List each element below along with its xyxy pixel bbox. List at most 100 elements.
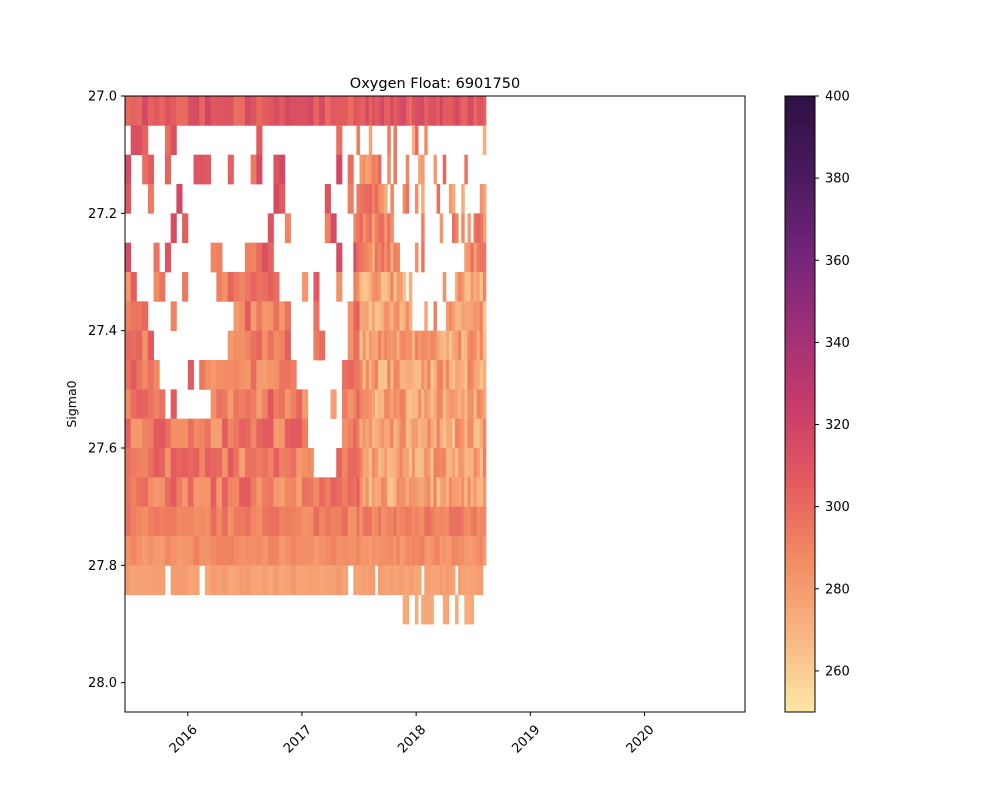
heatmap-cell [436, 184, 441, 214]
heatmap-cell [415, 565, 419, 596]
heatmap-cell [227, 96, 234, 126]
heatmap-cell [159, 96, 166, 126]
heatmap-cell [387, 213, 391, 244]
heatmap-cell [279, 418, 286, 449]
heatmap-cell [479, 389, 484, 420]
heatmap-cell [284, 477, 291, 508]
heatmap-cell [250, 360, 257, 390]
heatmap-cell [222, 272, 229, 302]
heatmap-cell [464, 536, 468, 566]
heatmap-cell [464, 418, 468, 449]
heatmap-cell [464, 154, 468, 185]
heatmap-cell [442, 389, 447, 420]
colorbar-tick-label: 320 [825, 418, 850, 433]
heatmap-cell [356, 536, 360, 566]
heatmap-cell [170, 536, 177, 566]
heatmap-cell [130, 96, 137, 126]
heatmap-cell [473, 506, 478, 537]
heatmap-cell [368, 536, 373, 566]
heatmap-cell [187, 565, 194, 596]
heatmap-cell [368, 96, 373, 126]
heatmap-cell [290, 448, 297, 478]
heatmap-cell [296, 477, 303, 508]
heatmap-cell [455, 477, 459, 508]
heatmap-cell [371, 184, 376, 214]
heatmap-cell [448, 506, 453, 537]
heatmap-cell [436, 477, 441, 508]
heatmap-cell [279, 360, 286, 390]
heatmap-cell [461, 506, 465, 537]
heatmap-cell [458, 536, 462, 566]
heatmap-cell [390, 213, 394, 244]
heatmap-cell [390, 536, 394, 566]
heatmap-cell [461, 418, 465, 449]
heatmap-cell [455, 213, 459, 244]
heatmap-cell [250, 536, 257, 566]
heatmap-cell [250, 272, 257, 302]
heatmap-cell [356, 301, 360, 332]
colorbar [784, 95, 816, 713]
heatmap-cell [296, 96, 303, 126]
heatmap-cell [341, 565, 349, 596]
heatmap-cell [216, 96, 223, 126]
heatmap-cell [313, 536, 320, 566]
heatmap-cell [424, 536, 428, 566]
heatmap-cell [396, 360, 400, 390]
heatmap-cell [374, 330, 379, 361]
heatmap-cell [250, 418, 257, 449]
heatmap-cell [442, 272, 447, 302]
heatmap-cell [159, 418, 166, 449]
heatmap-cell [427, 389, 431, 420]
heatmap-cell [244, 330, 251, 361]
heatmap-cell [365, 565, 370, 596]
heatmap-cell [359, 418, 364, 449]
heatmap-cell [301, 272, 309, 302]
heatmap-cell [307, 96, 314, 126]
heatmap-cell [371, 213, 376, 244]
heatmap-cell [470, 477, 474, 508]
heatmap-cell [187, 536, 194, 566]
heatmap-cell [187, 506, 194, 537]
heatmap-cell [227, 360, 234, 390]
heatmap-cell [387, 389, 391, 420]
heatmap-cell [222, 477, 229, 508]
heatmap-cell [427, 96, 431, 126]
heatmap-cell [418, 536, 422, 566]
heatmap-cell [393, 565, 397, 596]
heatmap-cell [445, 96, 450, 126]
heatmap-cell [153, 272, 160, 302]
heatmap-cell [365, 272, 370, 302]
heatmap-cell [222, 389, 229, 420]
heatmap-cell [227, 418, 234, 449]
heatmap-cell [405, 389, 410, 420]
heatmap-cell [262, 565, 269, 596]
heatmap-cell [467, 477, 471, 508]
heatmap-cell [411, 506, 416, 537]
heatmap-cell [125, 389, 132, 420]
heatmap-cell [439, 536, 444, 566]
heatmap-cell [262, 418, 269, 449]
heatmap-cell [371, 448, 376, 478]
heatmap-cell [482, 272, 487, 302]
heatmap-cell [362, 242, 367, 273]
heatmap-cell [368, 418, 373, 449]
heatmap-cell [430, 389, 434, 420]
heatmap-cell [267, 96, 274, 126]
heatmap-cell [467, 272, 471, 302]
heatmap-cell [204, 96, 212, 126]
heatmap-cell [336, 125, 343, 156]
heatmap-cell [415, 360, 419, 390]
heatmap-cell [142, 565, 149, 596]
heatmap-cell [436, 448, 441, 478]
heatmap-cell [476, 418, 481, 449]
heatmap-cell [187, 360, 194, 390]
heatmap-cell [374, 389, 379, 420]
heatmap-cell [452, 565, 456, 596]
heatmap-cell [448, 301, 453, 332]
heatmap-cell [250, 477, 257, 508]
heatmap-cell [430, 96, 434, 126]
heatmap-cell [284, 213, 291, 244]
heatmap-cell [362, 389, 367, 420]
heatmap-cell [324, 506, 331, 537]
heatmap-cell [387, 418, 391, 449]
